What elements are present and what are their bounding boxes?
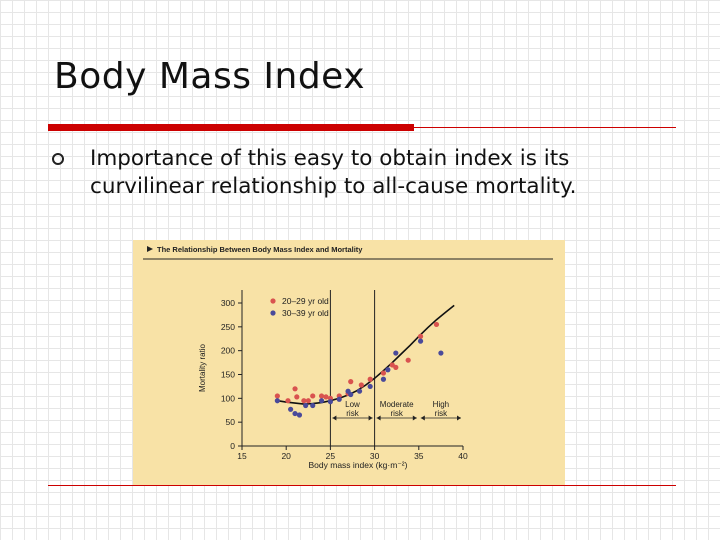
figure-panel: The Relationship Between Body Mass Index…: [133, 240, 565, 485]
y-tick-label: 300: [221, 298, 235, 308]
point-30-39: [296, 412, 303, 418]
point-20-29: [405, 357, 411, 363]
point-30-39: [417, 338, 424, 344]
title-accent-bar: [48, 124, 414, 131]
trend-curve: [277, 304, 455, 405]
point-20-29: [294, 394, 300, 400]
point-20-29: [367, 376, 373, 382]
legend-label-20-29: 20–29 yr old: [282, 296, 329, 306]
x-tick-label: 20: [281, 451, 291, 461]
arrow-left-icon: [332, 415, 337, 421]
point-20-29: [348, 379, 354, 385]
point-20-29: [318, 393, 325, 399]
slide-title: Body Mass Index: [54, 56, 366, 97]
point-20-29: [310, 393, 316, 399]
point-20-29: [380, 370, 387, 376]
point-30-39: [318, 398, 325, 404]
y-tick-label: 200: [221, 346, 235, 356]
y-tick-label: 50: [226, 417, 236, 427]
point-30-39: [288, 406, 294, 412]
point-20-29: [393, 364, 399, 370]
bmi-mortality-chart: The Relationship Between Body Mass Index…: [143, 245, 553, 470]
bullet-icon: [52, 153, 64, 165]
point-20-29: [433, 321, 440, 328]
point-30-39: [327, 399, 333, 405]
risk-zone-label: risk: [435, 409, 448, 418]
point-20-29: [301, 398, 307, 404]
point-30-39: [367, 383, 373, 390]
point-30-39: [348, 391, 354, 398]
point-30-39: [310, 402, 316, 409]
point-30-39: [385, 367, 391, 373]
arrow-right-icon: [412, 415, 417, 421]
x-tick-label: 30: [370, 451, 380, 461]
point-20-29: [274, 393, 280, 399]
y-tick-label: 0: [230, 441, 235, 451]
point-20-29: [323, 394, 329, 400]
y-tick-label: 250: [221, 322, 235, 332]
point-30-39: [438, 350, 444, 356]
title-arrow-icon: [147, 246, 153, 252]
legend-marker-30-39: [270, 310, 276, 316]
risk-zone-label: High: [433, 400, 449, 409]
arrow-right-icon: [457, 415, 461, 421]
bottom-rule: [48, 485, 676, 486]
x-tick-label: 25: [326, 451, 336, 461]
point-30-39: [356, 388, 363, 394]
y-axis-label: Mortality ratio: [198, 343, 207, 392]
point-20-29: [285, 398, 291, 404]
chart-title: The Relationship Between Body Mass Index…: [157, 245, 363, 254]
x-tick-label: 40: [458, 451, 468, 461]
legend-label-30-39: 30–39 yr old: [282, 308, 329, 318]
point-20-29: [305, 398, 311, 404]
point-30-39: [336, 396, 342, 402]
point-20-29: [292, 386, 298, 392]
risk-zone-label: risk: [390, 409, 403, 418]
point-30-39: [292, 410, 298, 417]
point-20-29: [358, 382, 364, 388]
bullet-text: Importance of this easy to obtain index …: [90, 146, 577, 199]
point-30-39: [393, 350, 399, 356]
arrow-left-icon: [376, 415, 381, 421]
risk-zone-label: Moderate: [380, 400, 414, 409]
legend-marker-20-29: [270, 298, 276, 304]
y-tick-label: 100: [221, 393, 235, 403]
risk-zone-label: Low: [345, 400, 360, 409]
arrow-right-icon: [368, 415, 373, 421]
legend: 20–29 yr old 30–39 yr old: [270, 296, 329, 318]
title-underline: [414, 127, 676, 128]
y-tick-label: 150: [221, 370, 235, 380]
point-20-29: [417, 333, 424, 339]
x-axis-label: Body mass index (kg·m⁻²): [309, 460, 408, 470]
risk-zone-label: risk: [346, 409, 359, 418]
x-tick-label: 15: [237, 451, 247, 461]
arrow-left-icon: [420, 415, 425, 421]
point-30-39: [274, 398, 280, 404]
point-30-39: [380, 376, 387, 382]
point-30-39: [303, 402, 309, 409]
x-tick-label: 35: [414, 451, 424, 461]
